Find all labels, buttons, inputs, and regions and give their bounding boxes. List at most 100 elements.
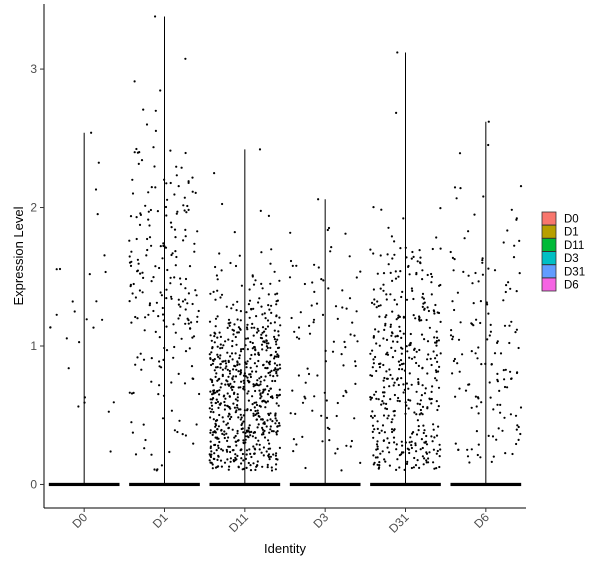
data-point: [219, 296, 222, 299]
data-point: [187, 319, 190, 322]
data-point: [215, 449, 218, 452]
data-point: [266, 463, 269, 466]
data-point: [161, 257, 164, 260]
data-point: [139, 272, 142, 275]
data-point: [382, 337, 385, 340]
data-point: [438, 284, 441, 287]
data-point: [223, 461, 227, 464]
data-point: [386, 417, 389, 420]
data-point: [216, 366, 219, 369]
data-point: [269, 418, 272, 421]
data-point: [226, 458, 229, 461]
data-point: [265, 367, 269, 370]
data-point: [349, 445, 352, 448]
data-point: [139, 352, 142, 355]
data-point: [453, 308, 456, 312]
data-point: [298, 337, 301, 340]
data-point: [245, 466, 248, 469]
data-point: [217, 355, 220, 358]
data-point: [73, 310, 76, 313]
data-point: [213, 457, 216, 461]
data-point: [415, 413, 418, 416]
data-point: [240, 284, 243, 287]
data-point: [510, 208, 513, 211]
data-point: [310, 304, 313, 307]
data-point: [480, 363, 483, 366]
data-point: [375, 448, 378, 451]
data-point: [382, 289, 385, 292]
data-point: [257, 414, 260, 418]
violin-outlines: [83, 16, 487, 485]
data-point: [180, 337, 183, 340]
data-point: [467, 383, 470, 386]
data-point: [213, 452, 216, 455]
data-point: [411, 250, 414, 254]
data-point: [212, 418, 215, 421]
data-point: [239, 413, 242, 416]
data-point: [244, 432, 247, 435]
data-point: [434, 341, 437, 344]
data-point: [376, 440, 379, 443]
data-point: [161, 417, 165, 420]
data-point: [176, 210, 179, 213]
data-point: [275, 303, 278, 306]
data-point: [467, 230, 470, 233]
data-point: [378, 461, 381, 464]
data-point: [155, 301, 158, 304]
data-point: [225, 432, 228, 435]
data-point: [275, 433, 278, 436]
data-point: [373, 303, 376, 306]
data-point: [345, 307, 348, 310]
data-point: [241, 427, 244, 430]
data-point: [170, 297, 173, 300]
data-point: [341, 306, 344, 309]
data-point: [369, 248, 372, 251]
data-point: [375, 443, 379, 446]
data-point: [237, 326, 240, 329]
data-point: [435, 370, 438, 374]
data-point: [419, 262, 422, 265]
data-point: [78, 341, 81, 344]
data-point: [234, 453, 237, 456]
data-point: [210, 351, 213, 354]
data-point: [408, 344, 411, 347]
data-point: [416, 419, 419, 422]
data-point: [345, 444, 348, 447]
data-point: [385, 402, 388, 405]
data-point: [257, 439, 260, 442]
data-point: [217, 455, 220, 458]
data-point: [133, 80, 136, 83]
data-point: [194, 191, 197, 194]
data-point: [380, 403, 383, 406]
data-point: [276, 299, 279, 302]
data-point: [406, 447, 409, 450]
data-point: [437, 370, 440, 373]
data-point: [231, 345, 234, 348]
data-point: [158, 384, 161, 387]
data-point: [217, 425, 220, 428]
data-point: [257, 423, 260, 426]
data-point: [242, 459, 245, 462]
data-point: [211, 463, 214, 466]
data-point: [229, 460, 232, 463]
data-point: [400, 352, 403, 355]
data-point: [311, 409, 314, 412]
data-point: [259, 392, 262, 395]
data-point: [391, 377, 394, 380]
data-point: [509, 370, 512, 373]
data-point: [325, 399, 328, 402]
data-point: [371, 430, 374, 433]
data-point: [408, 356, 411, 359]
data-point: [254, 279, 257, 282]
data-point: [396, 399, 399, 402]
data-point: [370, 415, 373, 418]
data-point: [497, 427, 500, 430]
data-point: [128, 239, 131, 242]
data-point: [439, 448, 442, 451]
data-point: [487, 143, 490, 147]
data-point: [209, 292, 212, 295]
data-point: [481, 261, 484, 264]
data-point: [396, 340, 399, 343]
data-point: [389, 373, 392, 377]
data-point: [251, 395, 254, 398]
